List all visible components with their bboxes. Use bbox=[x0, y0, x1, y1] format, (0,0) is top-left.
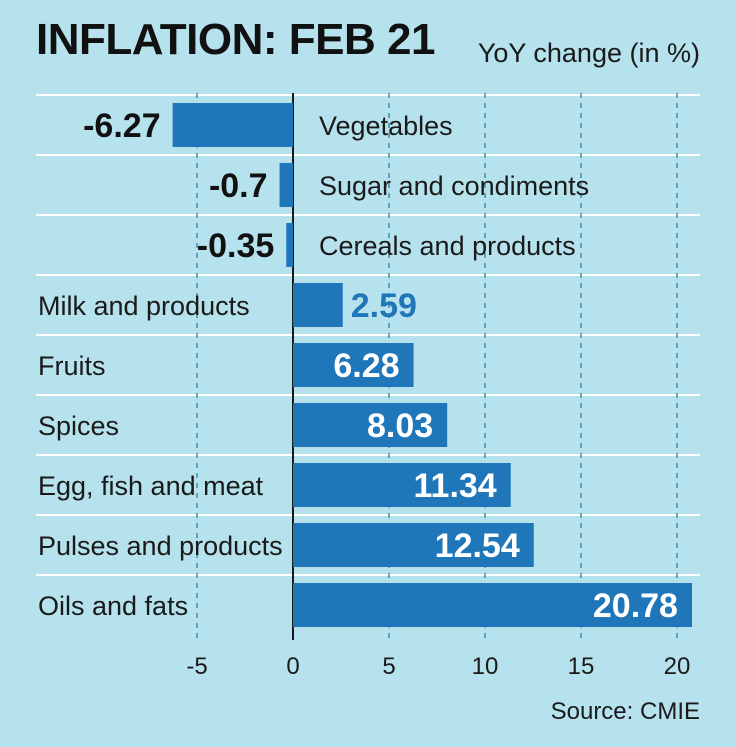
value-label: -0.7 bbox=[209, 167, 268, 205]
bar bbox=[293, 403, 448, 447]
value-label: -0.35 bbox=[197, 227, 275, 265]
bars bbox=[172, 103, 692, 627]
bar bbox=[286, 223, 293, 267]
x-tick-label: 0 bbox=[286, 653, 299, 680]
bar bbox=[293, 523, 534, 567]
source-note: Source: CMIE bbox=[550, 698, 700, 725]
bar bbox=[293, 583, 692, 627]
bar bbox=[293, 283, 343, 327]
category-label: Cereals and products bbox=[319, 231, 576, 261]
category-labels: Vegetables Sugar and condiments Cereals an… bbox=[38, 111, 589, 621]
x-tick-label: 10 bbox=[472, 653, 499, 680]
x-tick-label: 15 bbox=[568, 653, 595, 680]
category-label: Pulses and products bbox=[38, 531, 283, 561]
value-label: 20.78 bbox=[593, 587, 678, 625]
category-label: Oils and fats bbox=[38, 591, 188, 621]
category-label: Spices bbox=[38, 411, 119, 441]
value-label: 8.03 bbox=[367, 407, 433, 445]
bar bbox=[293, 343, 414, 387]
chart-title: INFLATION: FEB 21 bbox=[36, 15, 435, 64]
row-separators bbox=[36, 94, 700, 576]
bar bbox=[172, 103, 293, 147]
category-label: Egg, fish and meat bbox=[38, 471, 264, 501]
x-axis-ticks: -5 0 5 10 15 20 bbox=[186, 653, 690, 680]
x-tick-label: -5 bbox=[186, 653, 207, 680]
chart-subtitle: YoY change (in %) bbox=[477, 38, 700, 68]
category-label: Milk and products bbox=[38, 291, 250, 321]
value-labels: -6.27 -0.7 -0.35 2.59 6.28 8.03 11.34 12.54 20.7… bbox=[83, 107, 678, 625]
bar bbox=[279, 163, 293, 207]
category-label: Sugar and condiments bbox=[319, 171, 589, 201]
value-label: 2.59 bbox=[351, 287, 417, 325]
bar bbox=[293, 463, 511, 507]
x-tick-label: 5 bbox=[382, 653, 395, 680]
category-label: Vegetables bbox=[319, 111, 453, 141]
value-label: 6.28 bbox=[333, 347, 399, 385]
x-tick-label: 20 bbox=[664, 653, 691, 680]
value-label: 11.34 bbox=[414, 467, 497, 505]
value-label: -6.27 bbox=[83, 107, 161, 145]
value-label: 12.54 bbox=[435, 527, 520, 565]
category-label: Fruits bbox=[38, 351, 106, 381]
